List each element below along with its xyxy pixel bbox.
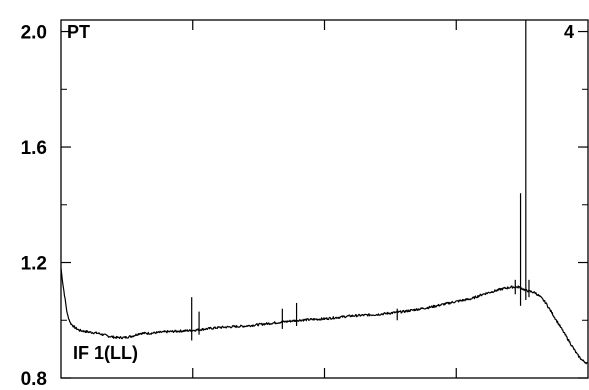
label-top-right: 4 — [564, 22, 574, 42]
series-line — [60, 268, 589, 365]
plot-frame — [60, 19, 589, 379]
y-tick-label: 1.6 — [21, 138, 47, 159]
y-tick-label: 2.0 — [21, 23, 47, 44]
spike-lines — [191, 20, 530, 341]
x-axis-ticks — [192, 20, 457, 378]
label-top-left: PT — [67, 22, 90, 42]
y-axis-tick-labels: 0.8 1.2 1.6 2.0 — [21, 23, 47, 390]
y-tick-label: 0.8 — [21, 369, 47, 390]
y-tick-label: 1.2 — [21, 254, 47, 275]
y-axis-ticks — [61, 30, 588, 379]
label-bottom-left: IF 1(LL) — [73, 343, 138, 363]
